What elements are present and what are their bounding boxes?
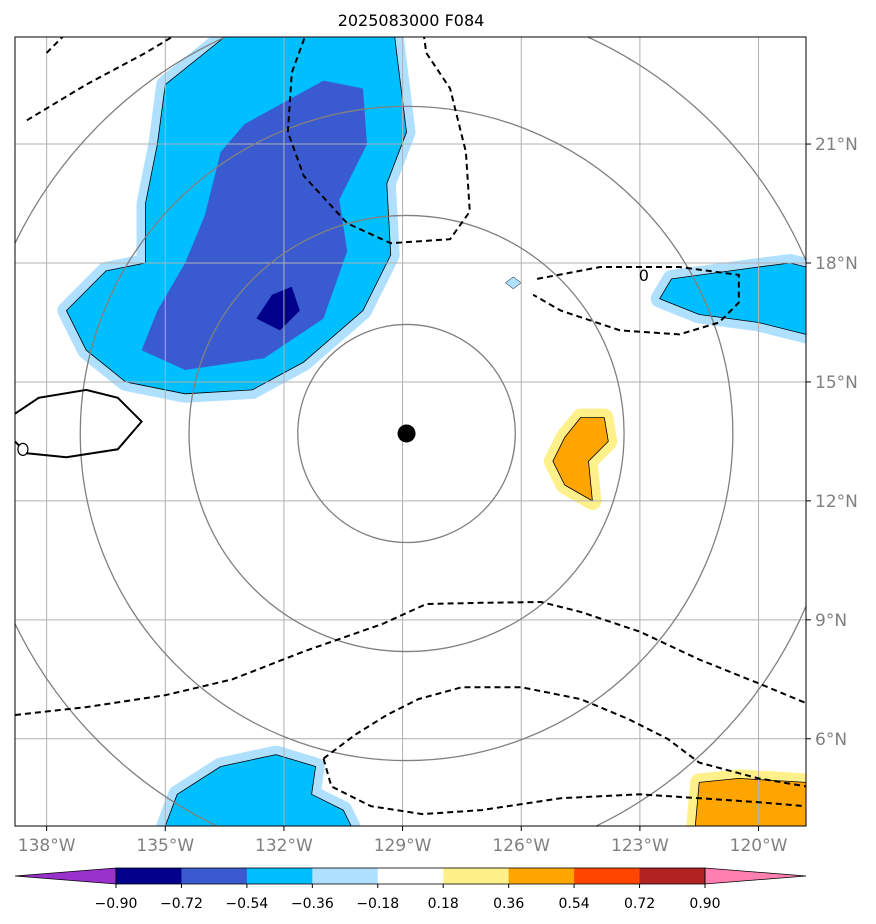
colorbar-label: −0.54 [225, 896, 268, 912]
x-tick-label: 138°W [18, 836, 76, 856]
range-rings [15, 37, 806, 826]
colorbar-segment [116, 868, 182, 884]
colorbar: −0.90 −0.72 −0.54 −0.36 −0.18 0.18 0.36 0.54 0.7… [14, 867, 807, 912]
contour-label: 0 [639, 266, 649, 285]
x-tick-label: 132°W [255, 836, 313, 856]
filled-contours [57, 37, 806, 826]
colorbar-frame [115, 867, 706, 885]
filled-region-blip [504, 276, 522, 290]
plot-area: 0 [15, 37, 806, 826]
contour-label-zero-small [17, 442, 29, 456]
colorbar-label: 0.72 [624, 896, 655, 912]
colorbar-segment [377, 868, 444, 884]
colorbar-label: 0.36 [493, 896, 524, 912]
filled-region-northwest-peak [256, 286, 300, 331]
x-tick-label: 120°W [730, 836, 788, 856]
colorbar-segment [443, 868, 510, 884]
y-tick-label: 12°N [815, 492, 858, 512]
x-tick-label: 129°W [374, 836, 432, 856]
contour-line-positive [15, 388, 143, 459]
colorbar-label: −0.36 [291, 896, 334, 912]
colorbar-extend-high [704, 867, 807, 885]
x-tick-label: 126°W [492, 836, 550, 856]
contour-line-negative [26, 37, 174, 122]
contour-line-negative [322, 758, 806, 816]
colorbar-segment [246, 868, 313, 884]
colorbar-segment [312, 868, 379, 884]
colorbar-segment [181, 868, 248, 884]
colorbar-segment [574, 868, 641, 884]
colorbar-label: 0.54 [559, 896, 590, 912]
contour-line-negative [322, 686, 806, 788]
colorbar-label: −0.90 [95, 896, 138, 912]
filled-region-northwest-core [141, 80, 367, 370]
colorbar-segment [639, 868, 706, 884]
contour-line-negative [286, 37, 471, 245]
y-tick-label: 18°N [815, 254, 858, 274]
x-tick-label: 135°W [136, 836, 194, 856]
colorbar-label: 0.18 [428, 896, 459, 912]
colorbar-label: −0.72 [160, 896, 203, 912]
storm-center-marker [397, 424, 416, 443]
range-ring [297, 323, 516, 544]
contour-line-negative [15, 600, 806, 716]
contour-line-negative [45, 37, 64, 54]
colorbar-label: 0.90 [689, 896, 720, 912]
y-tick-label: 21°N [815, 135, 858, 155]
plot-frame [14, 36, 807, 827]
y-tick-label: 6°N [815, 730, 847, 750]
range-ring [188, 214, 625, 653]
x-axis-ticks: 138°W 135°W 132°W 129°W 126°W 123°W 120°W [18, 826, 788, 856]
colorbar-extend-low [14, 867, 117, 885]
line-contours: 0 [15, 37, 806, 816]
x-tick-label: 123°W [611, 836, 669, 856]
chart-title: 2025083000 F084 [338, 11, 485, 30]
filled-region-south-negative [164, 754, 352, 826]
filled-region-east-negative [659, 262, 806, 335]
y-tick-label: 9°N [815, 611, 847, 631]
colorbar-segment [508, 868, 575, 884]
colorbar-label: −0.18 [356, 896, 399, 912]
y-axis-ticks: 6°N 9°N 12°N 15°N 18°N 21°N [806, 135, 858, 750]
contour-line-negative [532, 266, 740, 336]
range-ring [79, 105, 734, 762]
y-tick-label: 15°N [815, 373, 858, 393]
